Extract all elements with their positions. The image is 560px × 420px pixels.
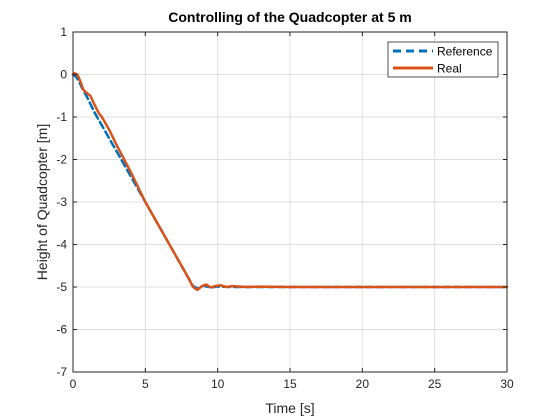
legend-entry-real: Real bbox=[437, 62, 462, 76]
x-tick-label: 5 bbox=[142, 377, 149, 391]
y-tick-label: 0 bbox=[60, 68, 67, 82]
series-group bbox=[71, 71, 509, 292]
x-tick-label: 10 bbox=[211, 377, 225, 391]
y-tick-label: -3 bbox=[56, 195, 67, 209]
y-tick-label: 1 bbox=[60, 25, 67, 39]
y-tick-label: -6 bbox=[56, 323, 67, 337]
legend-box bbox=[387, 41, 499, 78]
x-tick-label: 0 bbox=[70, 377, 77, 391]
x-tick-label: 25 bbox=[428, 377, 442, 391]
x-tick-label: 30 bbox=[500, 377, 514, 391]
chart-title: Controlling of the Quadcopter at 5 m bbox=[168, 9, 411, 25]
legend-entry-reference: Reference bbox=[437, 45, 493, 59]
y-tick-label: -1 bbox=[56, 110, 67, 124]
y-tick-label: -5 bbox=[56, 280, 67, 294]
y-tick-label: -4 bbox=[56, 238, 67, 252]
y-tick-label: -2 bbox=[56, 153, 67, 167]
x-axis-label: Time [s] bbox=[265, 400, 314, 416]
y-tick-label: -7 bbox=[56, 365, 67, 379]
x-tick-label: 15 bbox=[283, 377, 297, 391]
legend: Reference Real bbox=[387, 41, 499, 78]
x-tick-label: 20 bbox=[356, 377, 370, 391]
series-line-real bbox=[71, 71, 509, 292]
y-axis-label: Height of Quadcopter [m] bbox=[34, 124, 50, 280]
